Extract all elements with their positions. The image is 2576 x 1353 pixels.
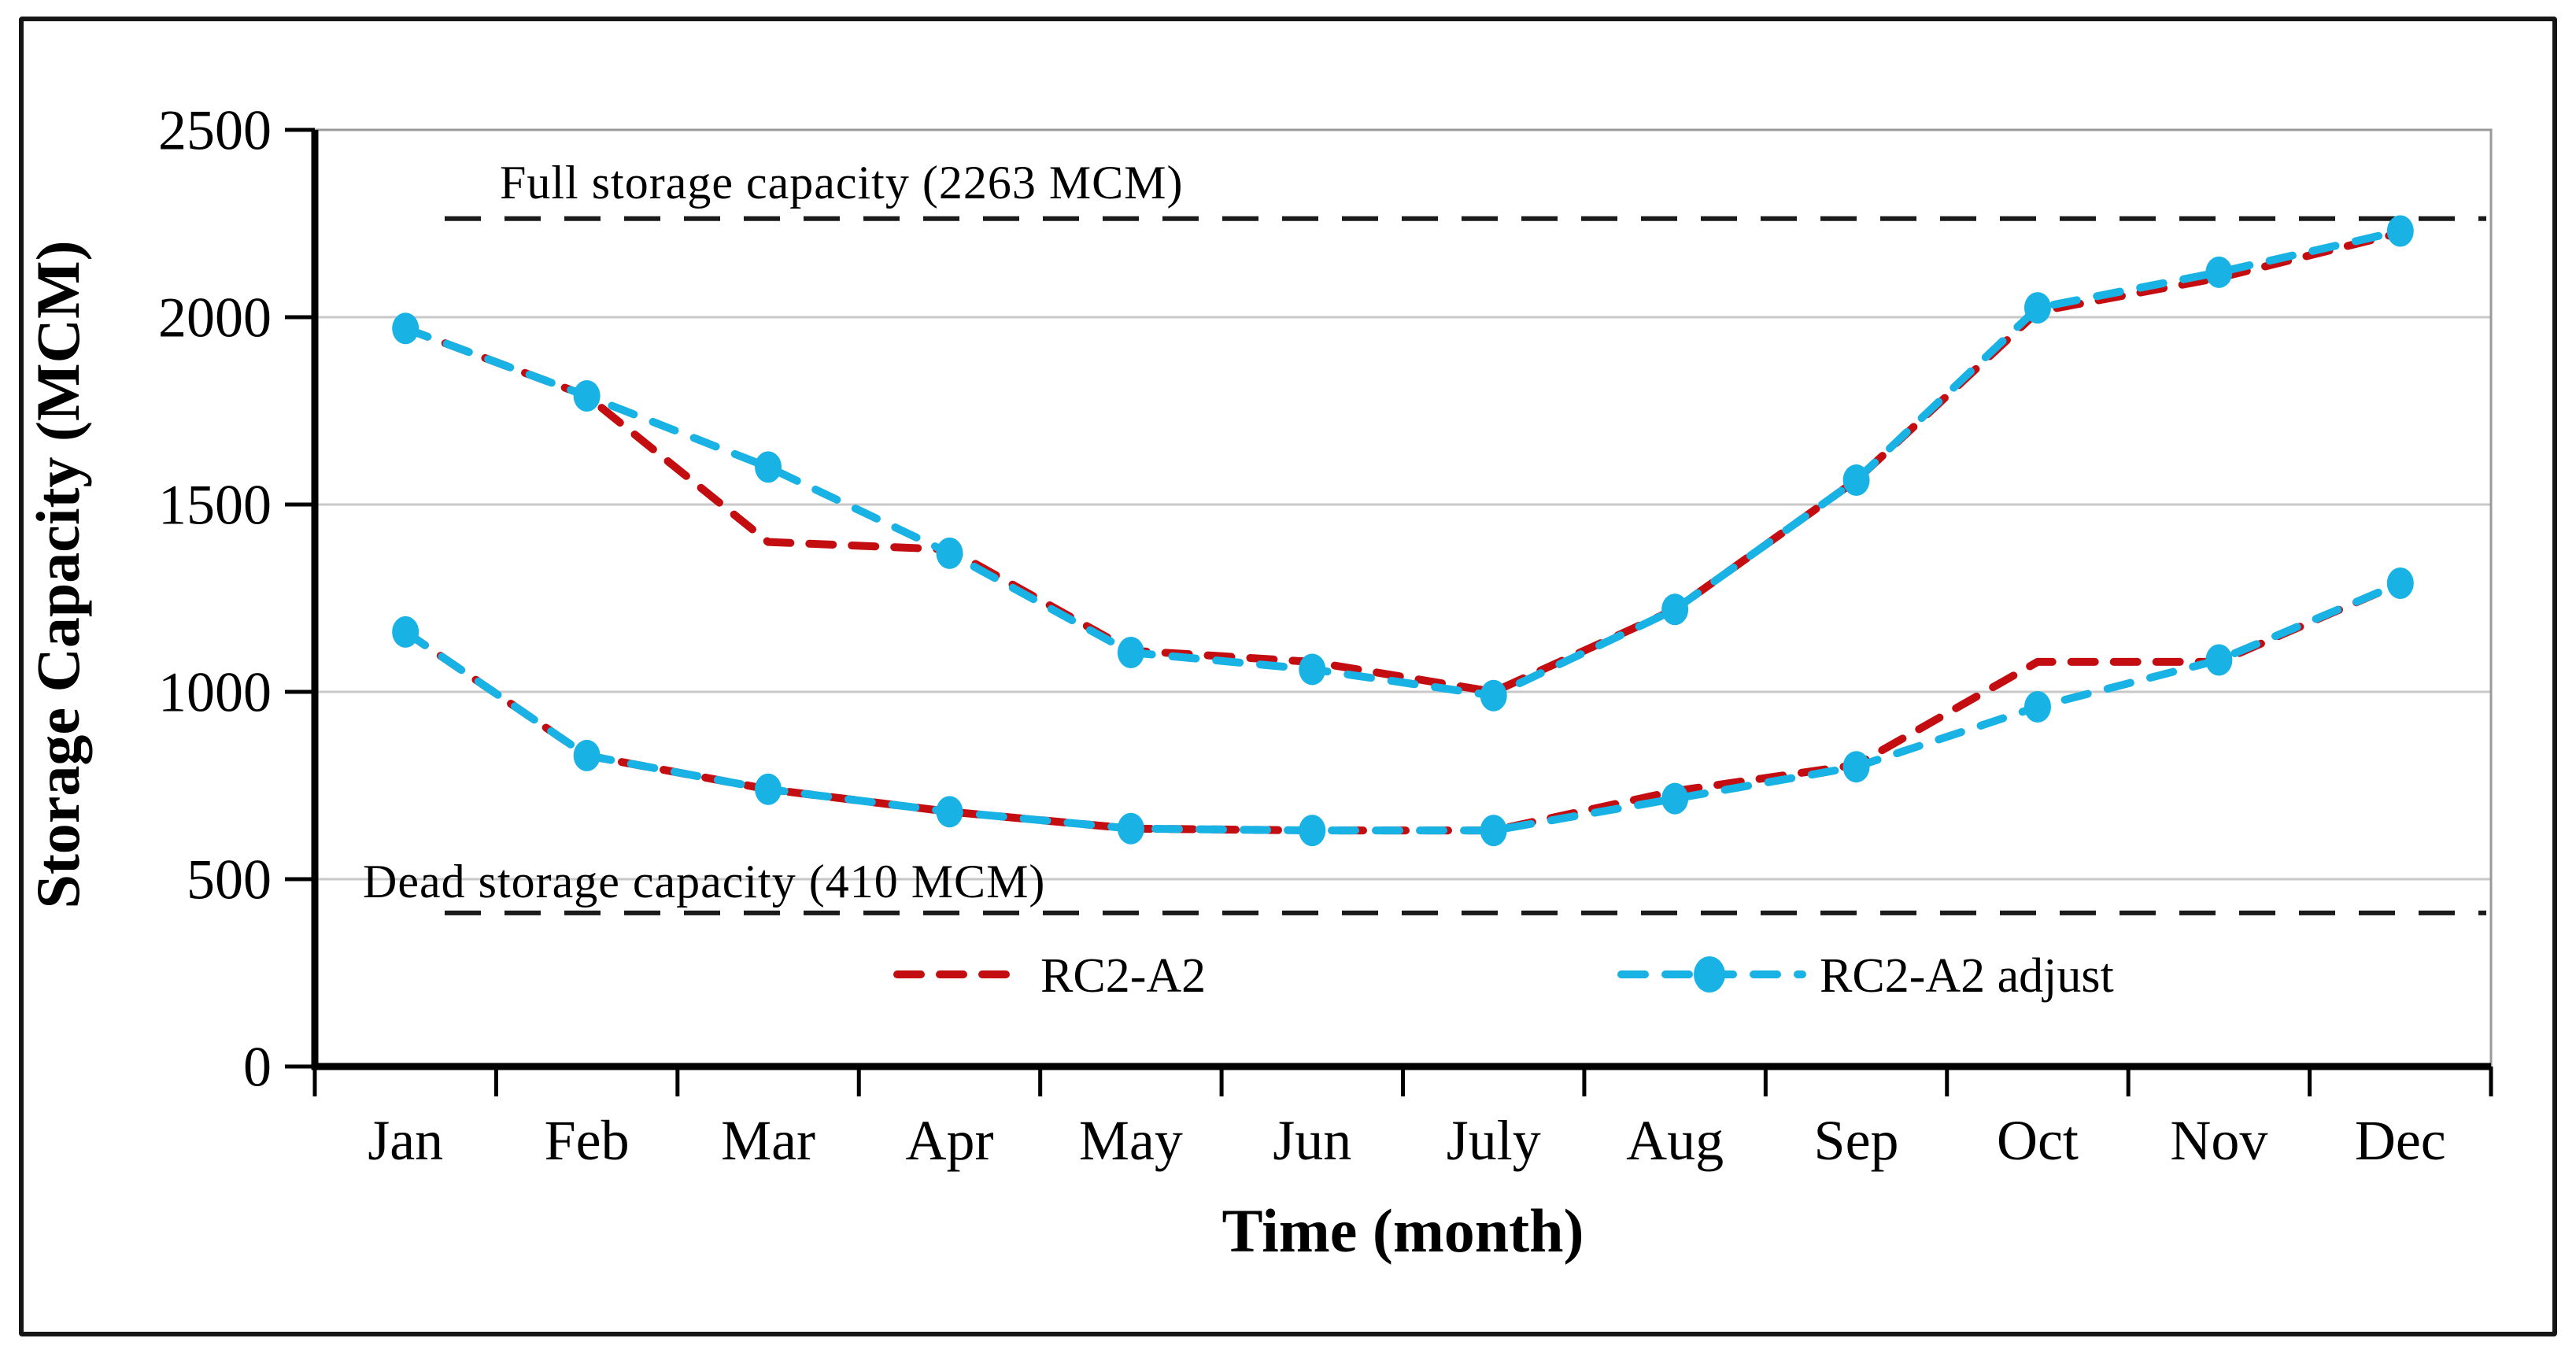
legend-label-rc2-a2: RC2-A2 [1040, 949, 1206, 1003]
marker-lower-Mar [755, 773, 782, 805]
series-rc2-a2-adjust-upper [401, 227, 2404, 700]
marker-upper-July [1480, 679, 1507, 712]
marker-lower-Aug [1661, 782, 1689, 815]
marker-upper-Jun [1299, 653, 1326, 686]
x-tick-label-Dec: Dec [2355, 1109, 2446, 1172]
marker-upper-May [1117, 637, 1144, 669]
marker-lower-Jan [392, 616, 419, 648]
y-tick-label-2500: 2500 [158, 98, 272, 161]
y-tick-label-500: 500 [187, 848, 272, 911]
series-rc2-a2-adjust-lower [401, 579, 2404, 835]
marker-lower-Apr [936, 796, 963, 828]
y-tick-label-1000: 1000 [158, 660, 272, 723]
marker-lower-Oct [2023, 691, 2051, 723]
marker-lower-Nov [2205, 644, 2233, 676]
marker-upper-Aug [1661, 593, 1689, 626]
axis-ticks [285, 128, 2493, 1096]
legend-label-rc2-a2-adjust: RC2-A2 adjust [1820, 949, 2114, 1003]
x-tick-label-July: July [1447, 1109, 1541, 1172]
y-tick-label-0: 0 [243, 1035, 272, 1098]
x-tick-label-Mar: Mar [721, 1109, 815, 1172]
series-rc2-a2-upper [401, 228, 2404, 696]
data-series [392, 215, 2414, 847]
axis-tick-labels: 0 500 1000 1500 2000 2500 Jan Feb Mar Apr May Jun Ju… [158, 98, 2446, 1172]
marker-upper-Jan [392, 312, 419, 345]
plot-box [313, 128, 2493, 1068]
reference-lines [445, 216, 2486, 915]
legend-marker-icon [1694, 956, 1725, 993]
marker-lower-Dec [2386, 567, 2414, 599]
axis-titles: Storage Capacity (MCM) Time (month) [24, 240, 1584, 1265]
x-tick-label-Apr: Apr [905, 1109, 993, 1172]
x-tick-label-May: May [1079, 1109, 1183, 1172]
marker-lower-Jun [1299, 815, 1326, 847]
x-tick-label-Jan: Jan [368, 1109, 443, 1172]
marker-lower-Feb [573, 739, 601, 771]
marker-lower-July [1480, 815, 1507, 847]
marker-upper-Nov [2205, 256, 2233, 288]
x-axis-title: Time (month) [1221, 1196, 1584, 1265]
marker-upper-Dec [2386, 215, 2414, 247]
dead-storage-capacity-label: Dead storage capacity (410 MCM) [363, 856, 1045, 908]
marker-upper-Apr [936, 537, 963, 569]
x-tick-label-Sep: Sep [1814, 1109, 1899, 1172]
plot-area-border [313, 128, 2493, 1068]
y-tick-label-1500: 1500 [158, 473, 272, 536]
x-tick-label-Jun: Jun [1273, 1109, 1351, 1172]
axes [311, 130, 2491, 1070]
x-tick-label-Aug: Aug [1626, 1109, 1724, 1172]
y-tick-label-2000: 2000 [158, 286, 272, 349]
y-axis-title: Storage Capacity (MCM) [24, 240, 92, 908]
series-rc2-a2-lower [401, 579, 2404, 835]
full-storage-capacity-label: Full storage capacity (2263 MCM) [500, 157, 1184, 209]
marker-upper-Feb [573, 379, 601, 412]
marker-upper-Sep [1842, 464, 1870, 497]
marker-lower-Sep [1842, 751, 1870, 783]
marker-lower-May [1117, 812, 1144, 845]
x-tick-label-Nov: Nov [2170, 1109, 2267, 1172]
marker-upper-Oct [2023, 292, 2051, 324]
marker-upper-Mar [755, 451, 782, 483]
x-tick-label-Oct: Oct [1997, 1109, 2079, 1172]
legend: RC2-A2 RC2-A2 adjust [893, 949, 2114, 1003]
figure-border [19, 17, 2557, 1336]
annotations: Full storage capacity (2263 MCM) Dead st… [363, 157, 1184, 908]
x-tick-label-Feb: Feb [545, 1109, 630, 1172]
